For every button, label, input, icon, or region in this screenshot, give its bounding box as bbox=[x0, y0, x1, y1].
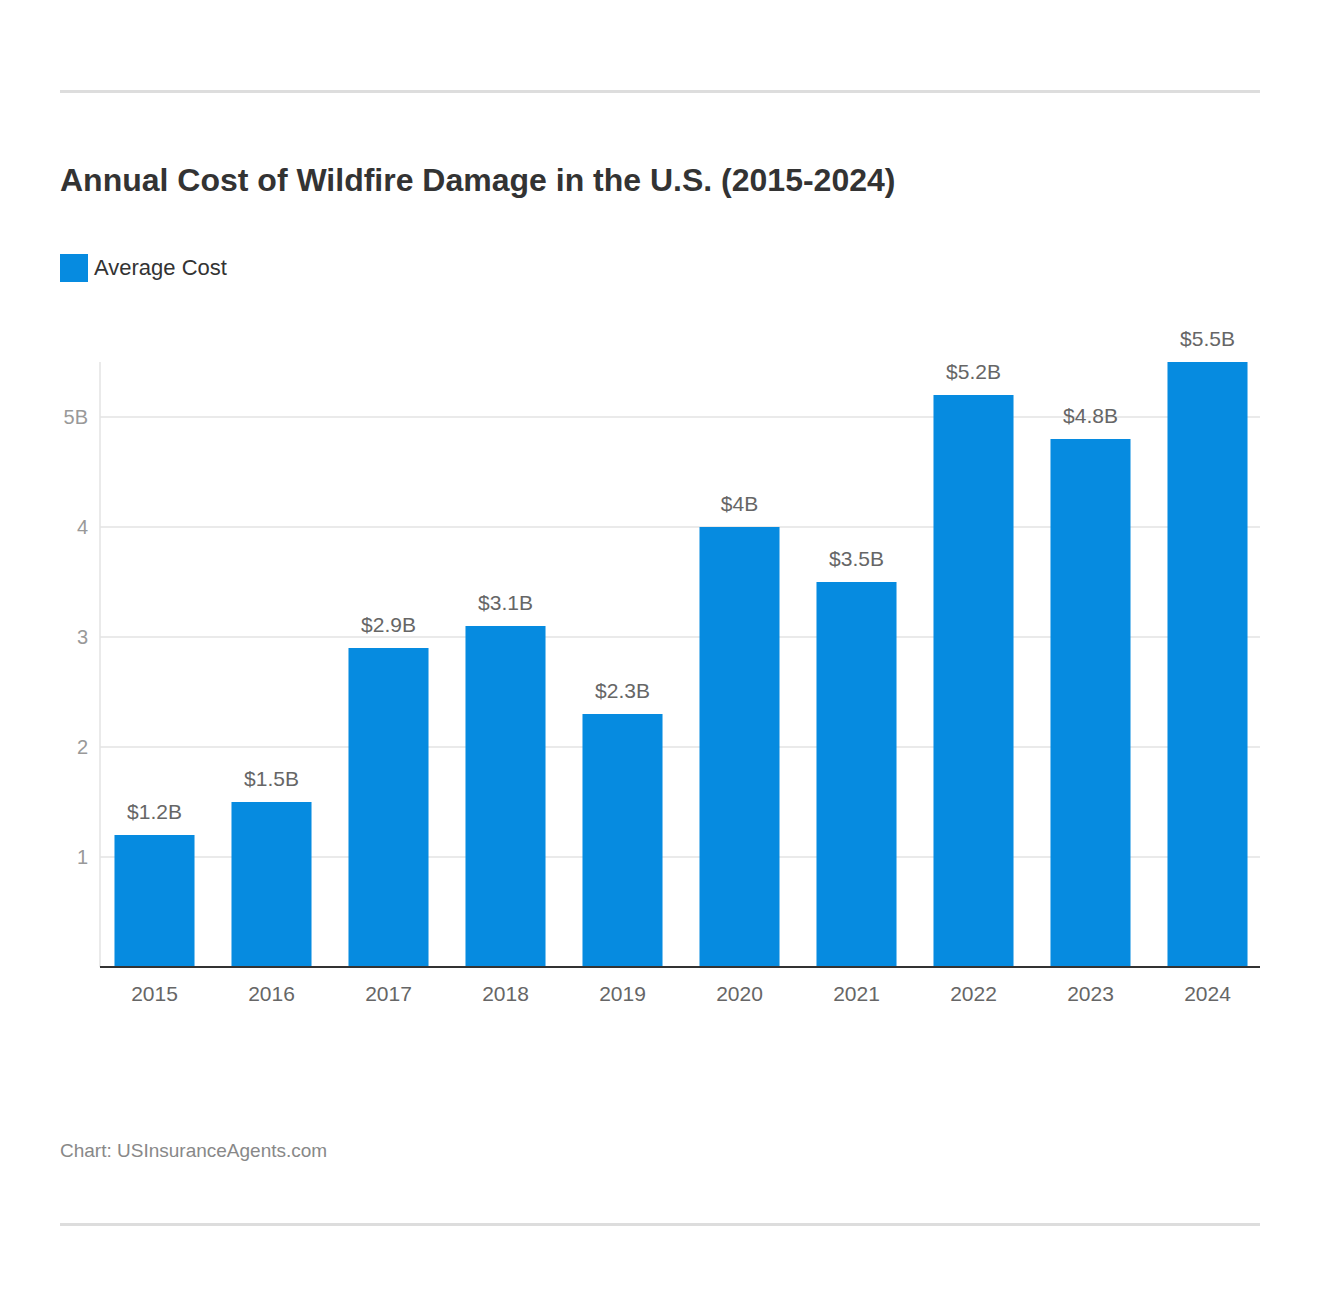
x-tick-label: 2022 bbox=[950, 982, 997, 1005]
data-labels: $1.2B $1.5B $2.9B $3.1B $2.3B $4B $3.5B $5.2B $4… bbox=[127, 327, 1235, 823]
x-tick-label: 2015 bbox=[131, 982, 178, 1005]
bar bbox=[933, 395, 1013, 967]
data-label: $3.5B bbox=[829, 547, 884, 570]
bar bbox=[1167, 362, 1247, 967]
title: Annual Cost of Wildfire Damage in the U.… bbox=[60, 162, 895, 198]
x-tick-label: 2024 bbox=[1184, 982, 1231, 1005]
x-tick-label: 2016 bbox=[248, 982, 295, 1005]
data-label: $1.5B bbox=[244, 767, 299, 790]
bar bbox=[231, 802, 311, 967]
y-tick-label: 3 bbox=[77, 626, 88, 648]
bars bbox=[114, 362, 1247, 967]
data-label: $2.3B bbox=[595, 679, 650, 702]
chart: Annual Cost of Wildfire Damage in the U.… bbox=[0, 0, 1320, 1308]
data-label: $2.9B bbox=[361, 613, 416, 636]
legend-label: Average Cost bbox=[94, 255, 227, 280]
bar bbox=[582, 714, 662, 967]
bar bbox=[816, 582, 896, 967]
y-tick-label: 2 bbox=[77, 736, 88, 758]
x-tick-label: 2019 bbox=[599, 982, 646, 1005]
legend-swatch bbox=[60, 254, 88, 282]
x-tick-label: 2020 bbox=[716, 982, 763, 1005]
x-tick-label: 2021 bbox=[833, 982, 880, 1005]
y-axis-line bbox=[99, 362, 101, 967]
top-rule bbox=[60, 90, 1260, 93]
data-label: $5.5B bbox=[1180, 327, 1235, 350]
data-label: $4B bbox=[721, 492, 758, 515]
source: Chart: USInsuranceAgents.com bbox=[60, 1140, 327, 1161]
data-label: $1.2B bbox=[127, 800, 182, 823]
x-tick-label: 2017 bbox=[365, 982, 412, 1005]
x-tick-label: 2023 bbox=[1067, 982, 1114, 1005]
bar bbox=[699, 527, 779, 967]
bar bbox=[1050, 439, 1130, 967]
data-label: $3.1B bbox=[478, 591, 533, 614]
bottom-rule bbox=[60, 1223, 1260, 1226]
data-label: $5.2B bbox=[946, 360, 1001, 383]
bar bbox=[348, 648, 428, 967]
y-tick-label: 1 bbox=[77, 846, 88, 868]
x-tick-label: 2018 bbox=[482, 982, 529, 1005]
y-tick-label: 4 bbox=[77, 516, 88, 538]
bar bbox=[465, 626, 545, 967]
bar bbox=[114, 835, 194, 967]
data-label: $4.8B bbox=[1063, 404, 1118, 427]
y-tick-label: 5B bbox=[64, 406, 88, 428]
x-axis-line bbox=[100, 966, 1260, 968]
